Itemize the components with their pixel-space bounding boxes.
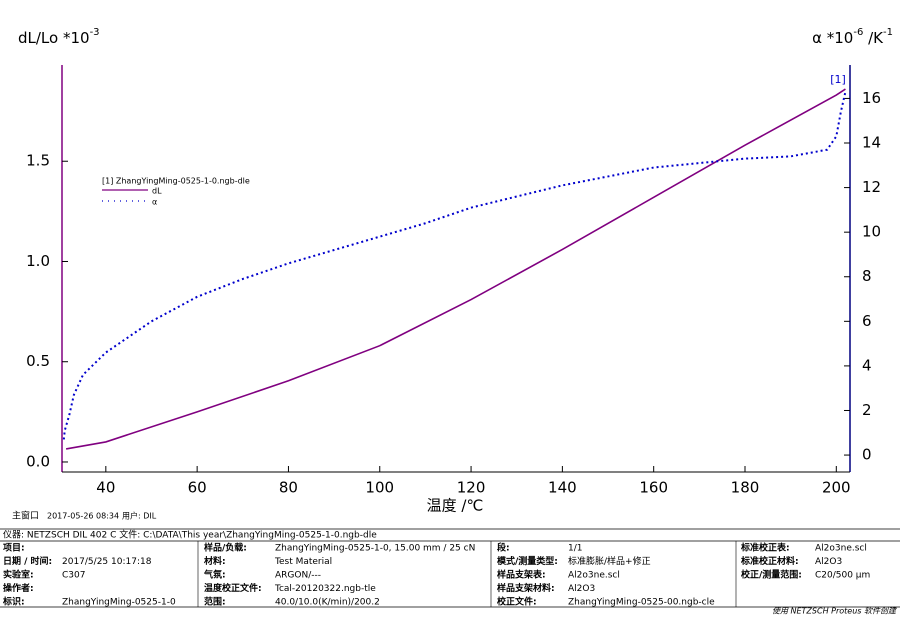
footer-datetime: 2017-05-26 08:34: [47, 512, 119, 521]
table-label: 温度校正文件:: [204, 582, 262, 594]
x-tick-label: 80: [279, 479, 298, 497]
y2-label-unit: /K: [863, 29, 884, 47]
table-label: 校正文件:: [497, 596, 537, 608]
table-label: 模式/测量类型:: [497, 555, 558, 567]
table-label: 标准校正材料:: [740, 555, 799, 567]
x-tick-label: 160: [639, 479, 668, 497]
table-value: C307: [62, 571, 85, 581]
x-tick-label: 180: [731, 479, 760, 497]
table-label: 范围:: [204, 596, 226, 608]
table-value: 40.0/10.0(K/min)/200.2: [275, 598, 380, 608]
table-label: 操作者:: [3, 582, 34, 594]
table-label: 校正/测量范围:: [741, 569, 802, 581]
legend-label: α: [152, 198, 157, 207]
table-value: Test Material: [274, 557, 332, 567]
table-value: ZhangYingMing-0525-1-0: [62, 598, 176, 608]
series-line: [62, 91, 847, 440]
table-value: Tcal-20120322.ngb-tle: [274, 584, 376, 594]
table-label: 日期 / 时间:: [3, 555, 52, 567]
x-tick-label: 200: [822, 479, 851, 497]
table-label: 实验室:: [3, 569, 34, 581]
table-value: ARGON/---: [275, 571, 321, 581]
table-label: 材料:: [203, 555, 226, 567]
y-label-exp: -3: [90, 27, 100, 38]
table-value: Al2o3ne.scl: [815, 544, 867, 554]
table-label: 标识:: [2, 596, 25, 608]
table-label: 样品/负载:: [204, 542, 247, 554]
x-tick-label: 100: [365, 479, 394, 497]
table-label: 样品支架表:: [497, 569, 546, 581]
y-tick-label: 1.5: [26, 152, 50, 170]
table-label: 项目:: [3, 543, 25, 554]
table-value: 2017/5/25 10:17:18: [62, 557, 152, 567]
y2-tick-label: 4: [862, 356, 872, 374]
y2-label-base: α *10: [812, 29, 853, 47]
legend-title: [1] ZhangYingMing-0525-1-0.ngb-dle: [102, 177, 250, 186]
table-value: 1/1: [568, 544, 582, 554]
x-tick-label: 60: [188, 479, 207, 497]
table-value: Al2o3ne.scl: [568, 571, 620, 581]
y2-tick-label: 6: [862, 312, 872, 330]
y2-tick-label: 16: [862, 89, 881, 107]
x-axis-label: 温度 /℃: [427, 497, 484, 515]
y-axis-label: dL/Lo *10-3: [18, 27, 100, 47]
x-tick-label: 120: [457, 479, 486, 497]
y2-tick-label: 10: [862, 223, 881, 241]
table-value: 标准膨胀/样品+修正: [568, 555, 651, 567]
y2-axis-label: α *10-6 /K-1: [812, 27, 893, 47]
series-line: [65, 88, 846, 450]
x-tick-label: 40: [96, 479, 115, 497]
annotation: [1]: [830, 73, 846, 86]
y2-tick-label: 14: [862, 134, 881, 152]
table-value: Al2O3: [815, 557, 842, 567]
x-tick-label: 140: [548, 479, 577, 497]
y2-tick-label: 8: [862, 267, 872, 285]
legend-label: dL: [152, 187, 162, 196]
table-value: ZhangYingMing-0525-1-0, 15.00 mm / 25 cN: [275, 544, 475, 554]
y-tick-label: 0.0: [26, 452, 50, 470]
y2-label-unit-exp: -1: [883, 27, 893, 38]
table-label: 气氛:: [203, 569, 226, 581]
footer-credit: 使用 NETZSCH Proteus 软件创建: [772, 607, 897, 616]
footer-user: 用户: DIL: [122, 511, 157, 521]
y2-tick-label: 0: [862, 446, 872, 464]
table-label: 段:: [497, 542, 510, 554]
y-tick-label: 1.0: [26, 252, 50, 270]
y-tick-label: 0.5: [26, 352, 50, 370]
y2-tick-label: 2: [862, 401, 872, 419]
instrument-line: 仪器: NETZSCH DIL 402 C 文件: C:\DATA\This y…: [3, 529, 377, 541]
y2-tick-label: 12: [862, 178, 881, 196]
table-value: ZhangYingMing-0525-00.ngb-cle: [568, 598, 715, 608]
table-value: C20/500 µm: [815, 571, 870, 581]
y-label-base: dL/Lo *10: [18, 29, 90, 47]
table-value: Al2O3: [568, 584, 595, 594]
y2-label-exp: -6: [853, 27, 863, 38]
footer-window: 主窗口: [12, 510, 39, 522]
table-label: 样品支架材料:: [497, 582, 555, 594]
table-label: 标准校正表:: [740, 542, 790, 554]
